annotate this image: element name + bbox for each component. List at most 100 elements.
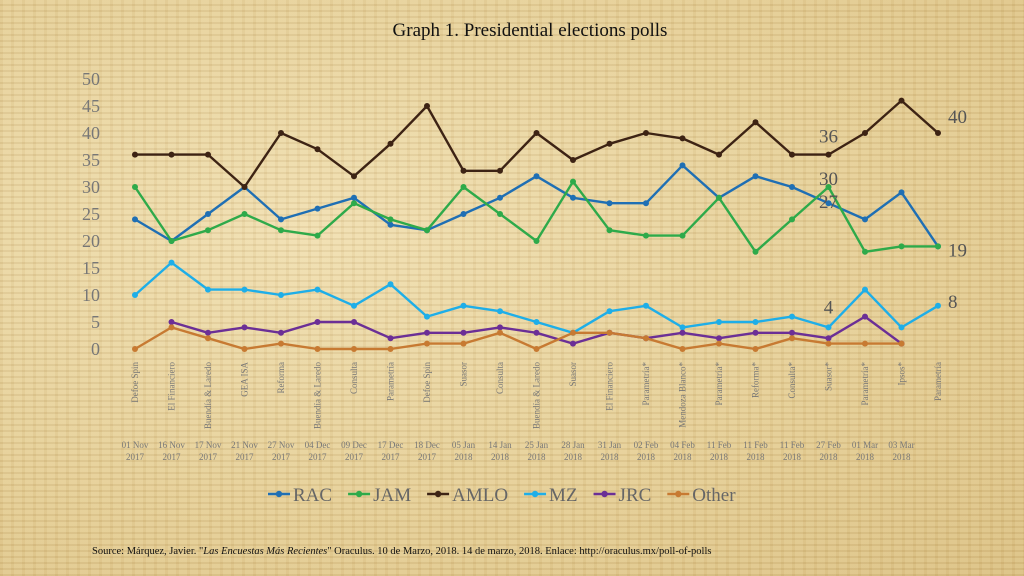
- data-point-mz: [898, 324, 905, 331]
- data-point-rac: [497, 194, 503, 201]
- data-point-mz: [241, 286, 248, 293]
- data-point-other: [132, 346, 138, 352]
- data-point-jrc: [533, 329, 540, 336]
- data-point-other: [278, 340, 284, 347]
- data-point-other: [168, 324, 175, 331]
- data-point-mz: [789, 313, 795, 320]
- data-label-rac: 19: [948, 240, 967, 261]
- x-pollster-label: Mendoza Blanco*: [678, 362, 688, 428]
- legend-label: RAC: [293, 485, 332, 506]
- legend-marker: [275, 490, 283, 498]
- data-point-jam: [570, 178, 576, 185]
- data-point-other: [205, 335, 211, 342]
- x-date-label: 11 Feb 2018: [743, 440, 768, 462]
- data-point-mz: [278, 292, 284, 298]
- x-date-label: 27 Feb 2018: [816, 440, 841, 462]
- data-point-other: [497, 329, 503, 336]
- legend-marker: [601, 490, 608, 498]
- data-point-jrc: [716, 335, 722, 342]
- data-point-mz: [497, 308, 503, 315]
- legend-marker: [434, 490, 442, 498]
- x-date-label: 09 Dec 2017: [341, 440, 367, 462]
- data-point-rac: [679, 162, 686, 169]
- data-point-amlo: [716, 151, 722, 158]
- x-axis: Defoe Spin El Financiero Buendía & Laredo G…: [122, 362, 943, 462]
- data-point-amlo: [460, 167, 467, 174]
- data-point-mz: [387, 281, 394, 288]
- data-point-mz: [132, 292, 138, 298]
- x-pollster-label: Suasor: [459, 362, 469, 387]
- source-title: Las Encuestas Más Recientes: [203, 546, 328, 557]
- source-prefix: Source: Márquez, Javier. ": [92, 546, 204, 557]
- data-point-other: [314, 346, 321, 352]
- data-point-jam: [241, 211, 248, 217]
- x-date-label: 31 Jan 2018: [598, 440, 622, 462]
- data-point-other: [387, 346, 394, 352]
- data-point-jam: [351, 200, 357, 207]
- data-point-jam: [679, 232, 686, 239]
- data-point-rac: [643, 200, 649, 207]
- legend-item-rac: RAC: [268, 485, 332, 506]
- data-point-amlo: [606, 140, 613, 147]
- x-pollster-label: Buendía & Laredo: [203, 362, 213, 429]
- data-point-amlo: [351, 173, 357, 180]
- legend-label: MZ: [549, 485, 578, 506]
- series-other: [132, 324, 905, 352]
- x-date-label: 01 Mar 2018: [852, 440, 878, 462]
- data-point-mz: [533, 319, 540, 325]
- data-point-jam: [533, 238, 540, 244]
- data-point-other: [424, 340, 430, 347]
- legend: RAC JAM AMLO MZ JRC Other: [268, 485, 736, 506]
- data-point-jam: [898, 243, 905, 250]
- chart-title: Graph 1. Presidential elections polls: [393, 20, 668, 41]
- data-point-rac: [570, 194, 576, 201]
- data-point-amlo: [168, 151, 175, 158]
- y-tick-label: 0: [91, 339, 100, 359]
- x-date-label: 02 Feb 2018: [634, 440, 659, 462]
- x-pollster-label: Parametría*: [641, 362, 651, 406]
- data-point-jam: [314, 232, 321, 239]
- data-point-amlo: [278, 130, 284, 136]
- series-jam: [132, 178, 941, 255]
- source-note: Source: Márquez, Javier. "Las Encuestas …: [92, 546, 711, 557]
- data-point-rac: [387, 221, 394, 228]
- data-point-jrc: [241, 324, 248, 331]
- data-point-rac: [351, 194, 357, 201]
- x-pollster-label: Parametría: [933, 362, 943, 401]
- x-date-label: 17 Nov 2017: [195, 440, 222, 462]
- data-point-mz: [460, 302, 467, 309]
- y-tick-label: 35: [82, 150, 100, 170]
- data-point-jam: [168, 238, 175, 244]
- x-pollster-label: Buendía & Laredo: [313, 362, 323, 429]
- data-point-jam: [132, 184, 138, 190]
- data-point-mz: [424, 313, 430, 320]
- data-point-amlo: [132, 151, 138, 158]
- data-point-mz: [935, 302, 941, 309]
- y-tick-label: 30: [82, 177, 100, 197]
- data-point-rac: [314, 205, 321, 212]
- data-point-amlo: [424, 103, 430, 109]
- data-point-rac: [278, 216, 284, 223]
- data-point-jrc: [314, 319, 321, 325]
- data-point-rac: [862, 216, 868, 223]
- x-pollster-label: Suasor: [568, 362, 578, 387]
- source-suffix: " Oraculus. 10 de Marzo, 2018. 14 de mar…: [327, 546, 712, 557]
- legend-marker: [355, 490, 363, 498]
- x-date-label: 05 Jan 2018: [452, 440, 476, 462]
- legend-item-jam: JAM: [348, 485, 411, 506]
- data-point-other: [606, 329, 613, 336]
- data-point-other: [570, 329, 576, 336]
- data-point-rac: [898, 189, 905, 196]
- legend-item-jrc: JRC: [593, 485, 651, 506]
- data-point-amlo: [533, 130, 540, 136]
- data-point-other: [679, 346, 686, 352]
- data-point-mz: [679, 324, 686, 331]
- legend-label: JAM: [373, 485, 411, 506]
- data-point-other: [460, 340, 467, 347]
- x-date-label: 04 Dec 2017: [305, 440, 331, 462]
- data-point-other: [241, 346, 248, 352]
- data-point-other: [752, 346, 759, 352]
- x-date-label: 16 Nov 2017: [158, 440, 185, 462]
